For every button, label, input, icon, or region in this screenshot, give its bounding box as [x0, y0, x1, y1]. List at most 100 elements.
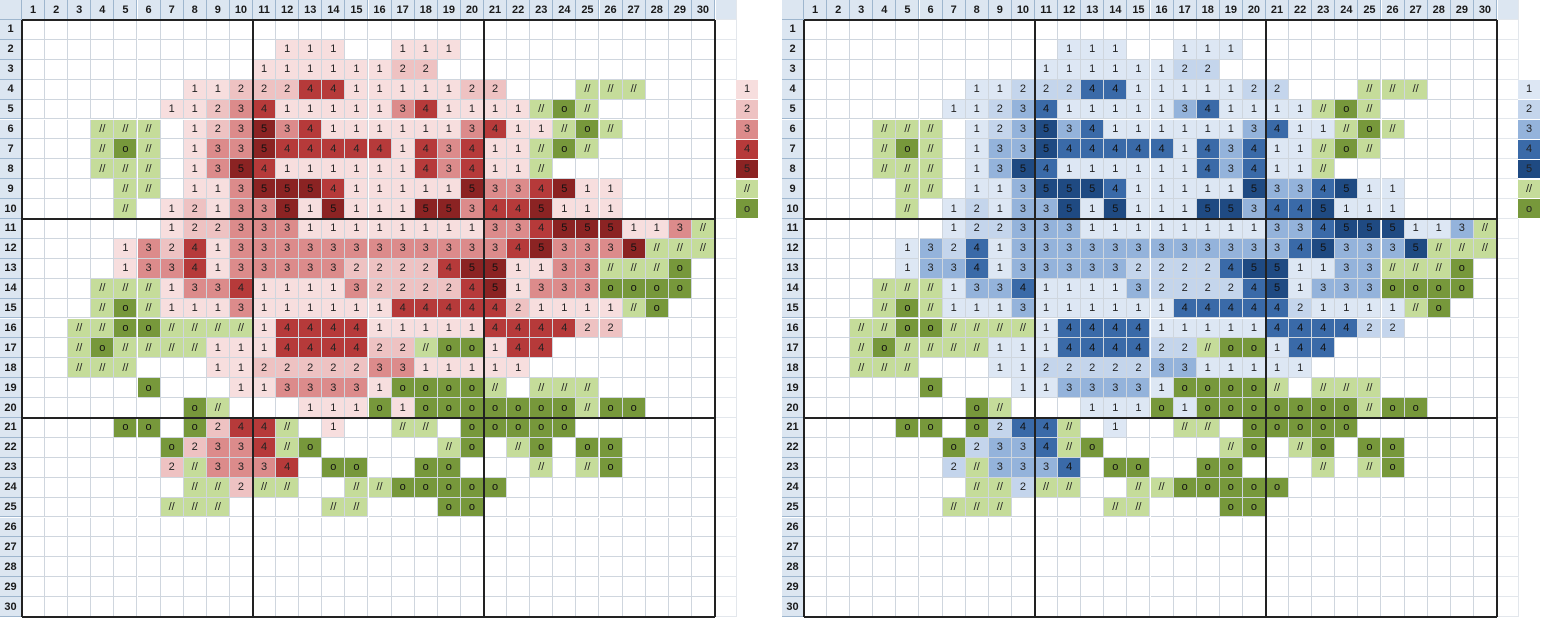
pattern-cell[interactable]: 1 — [1127, 59, 1151, 80]
pattern-cell[interactable] — [1058, 20, 1082, 40]
pattern-cell[interactable] — [460, 39, 484, 60]
empty-cell[interactable] — [1498, 199, 1519, 219]
pattern-cell[interactable] — [622, 318, 646, 339]
pattern-cell[interactable]: o — [1266, 418, 1290, 438]
pattern-cell[interactable] — [1011, 537, 1035, 558]
pattern-cell[interactable]: 3 — [919, 258, 943, 279]
pattern-cell[interactable]: 1 — [1289, 139, 1313, 160]
pattern-cell[interactable]: 1 — [1081, 159, 1105, 180]
pattern-cell[interactable]: // — [206, 497, 230, 518]
pattern-cell[interactable]: // — [114, 278, 138, 299]
pattern-cell[interactable]: 5 — [1312, 238, 1336, 259]
pattern-cell[interactable] — [1127, 517, 1151, 538]
row-header[interactable]: 20 — [782, 398, 804, 418]
pattern-cell[interactable]: 5 — [553, 179, 577, 200]
pattern-cell[interactable] — [1035, 517, 1059, 538]
pattern-cell[interactable]: 1 — [1058, 39, 1082, 60]
pattern-cell[interactable]: // — [276, 418, 300, 438]
pattern-cell[interactable] — [68, 298, 92, 319]
pattern-cell[interactable]: 2 — [414, 59, 438, 80]
empty-cell[interactable] — [716, 577, 737, 598]
pattern-cell[interactable]: o — [530, 418, 554, 438]
pattern-cell[interactable]: // — [896, 179, 920, 200]
empty-cell[interactable] — [1498, 278, 1519, 299]
pattern-cell[interactable] — [827, 477, 851, 498]
pattern-cell[interactable]: 5 — [1335, 179, 1359, 200]
pattern-cell[interactable] — [827, 358, 851, 379]
pattern-cell[interactable] — [576, 20, 600, 40]
row-header[interactable]: 30 — [0, 597, 22, 617]
pattern-cell[interactable]: 2 — [160, 457, 184, 478]
pattern-cell[interactable] — [1404, 457, 1428, 478]
pattern-cell[interactable]: o — [484, 418, 508, 438]
pattern-cell[interactable] — [1381, 537, 1405, 558]
pattern-cell[interactable]: 1 — [553, 298, 577, 319]
pattern-cell[interactable] — [804, 179, 828, 200]
pattern-cell[interactable]: 3 — [414, 238, 438, 259]
pattern-cell[interactable]: 1 — [322, 298, 346, 319]
pattern-cell[interactable] — [827, 418, 851, 438]
pattern-cell[interactable]: 1 — [1127, 99, 1151, 120]
pattern-cell[interactable] — [1381, 477, 1405, 498]
pattern-cell[interactable]: 1 — [530, 119, 554, 140]
empty-cell[interactable] — [716, 139, 737, 160]
pattern-cell[interactable]: 1 — [276, 278, 300, 299]
pattern-cell[interactable]: 3 — [576, 278, 600, 299]
pattern-cell[interactable]: 2 — [322, 358, 346, 379]
column-header[interactable]: 10 — [229, 0, 253, 20]
pattern-cell[interactable] — [827, 597, 851, 617]
column-header[interactable]: 19 — [437, 0, 461, 20]
pattern-cell[interactable]: 4 — [276, 457, 300, 478]
pattern-cell[interactable]: 1 — [206, 338, 230, 359]
pattern-cell[interactable]: 1 — [391, 199, 415, 219]
pattern-cell[interactable] — [1381, 39, 1405, 60]
pattern-cell[interactable] — [299, 537, 323, 558]
pattern-cell[interactable] — [114, 497, 138, 518]
pattern-cell[interactable] — [137, 477, 161, 498]
pattern-cell[interactable] — [22, 418, 46, 438]
pattern-cell[interactable] — [414, 437, 438, 458]
pattern-cell[interactable] — [622, 577, 646, 598]
pattern-cell[interactable]: 3 — [1266, 179, 1290, 200]
pattern-cell[interactable]: 3 — [206, 457, 230, 478]
pattern-cell[interactable] — [1427, 577, 1451, 598]
pattern-cell[interactable]: o — [1450, 258, 1474, 279]
pattern-cell[interactable] — [299, 497, 323, 518]
pattern-cell[interactable]: 4 — [1312, 318, 1336, 339]
pattern-cell[interactable] — [1150, 557, 1174, 578]
pattern-cell[interactable] — [345, 557, 369, 578]
pattern-cell[interactable] — [827, 437, 851, 458]
pattern-cell[interactable] — [114, 597, 138, 617]
pattern-cell[interactable] — [622, 537, 646, 558]
pattern-cell[interactable] — [691, 318, 715, 339]
pattern-cell[interactable]: 1 — [1289, 119, 1313, 140]
pattern-cell[interactable]: 2 — [1196, 258, 1220, 279]
pattern-cell[interactable] — [919, 557, 943, 578]
pattern-cell[interactable] — [414, 597, 438, 617]
pattern-cell[interactable]: 4 — [322, 179, 346, 200]
pattern-cell[interactable] — [1473, 557, 1497, 578]
pattern-cell[interactable]: // — [1358, 139, 1382, 160]
pattern-cell[interactable] — [1473, 577, 1497, 598]
pattern-cell[interactable]: 5 — [229, 159, 253, 180]
pattern-cell[interactable]: 1 — [1104, 278, 1128, 299]
pattern-cell[interactable] — [576, 477, 600, 498]
pattern-cell[interactable] — [1312, 358, 1336, 379]
pattern-cell[interactable]: 1 — [576, 179, 600, 200]
row-header[interactable]: 26 — [782, 517, 804, 538]
empty-cell[interactable] — [716, 338, 737, 359]
pattern-cell[interactable] — [345, 597, 369, 617]
row-header[interactable]: 4 — [782, 79, 804, 100]
pattern-cell[interactable] — [622, 99, 646, 120]
pattern-cell[interactable] — [645, 20, 669, 40]
header-corner[interactable] — [782, 0, 804, 20]
pattern-cell[interactable]: o — [1381, 457, 1405, 478]
pattern-cell[interactable]: 2 — [1150, 338, 1174, 359]
column-header[interactable]: 3 — [850, 0, 874, 20]
pattern-cell[interactable]: 1 — [345, 179, 369, 200]
row-header[interactable]: 7 — [782, 139, 804, 160]
pattern-cell[interactable] — [1450, 199, 1474, 219]
pattern-cell[interactable]: 5 — [1035, 119, 1059, 140]
row-header[interactable]: 7 — [0, 139, 22, 160]
pattern-cell[interactable] — [1312, 39, 1336, 60]
